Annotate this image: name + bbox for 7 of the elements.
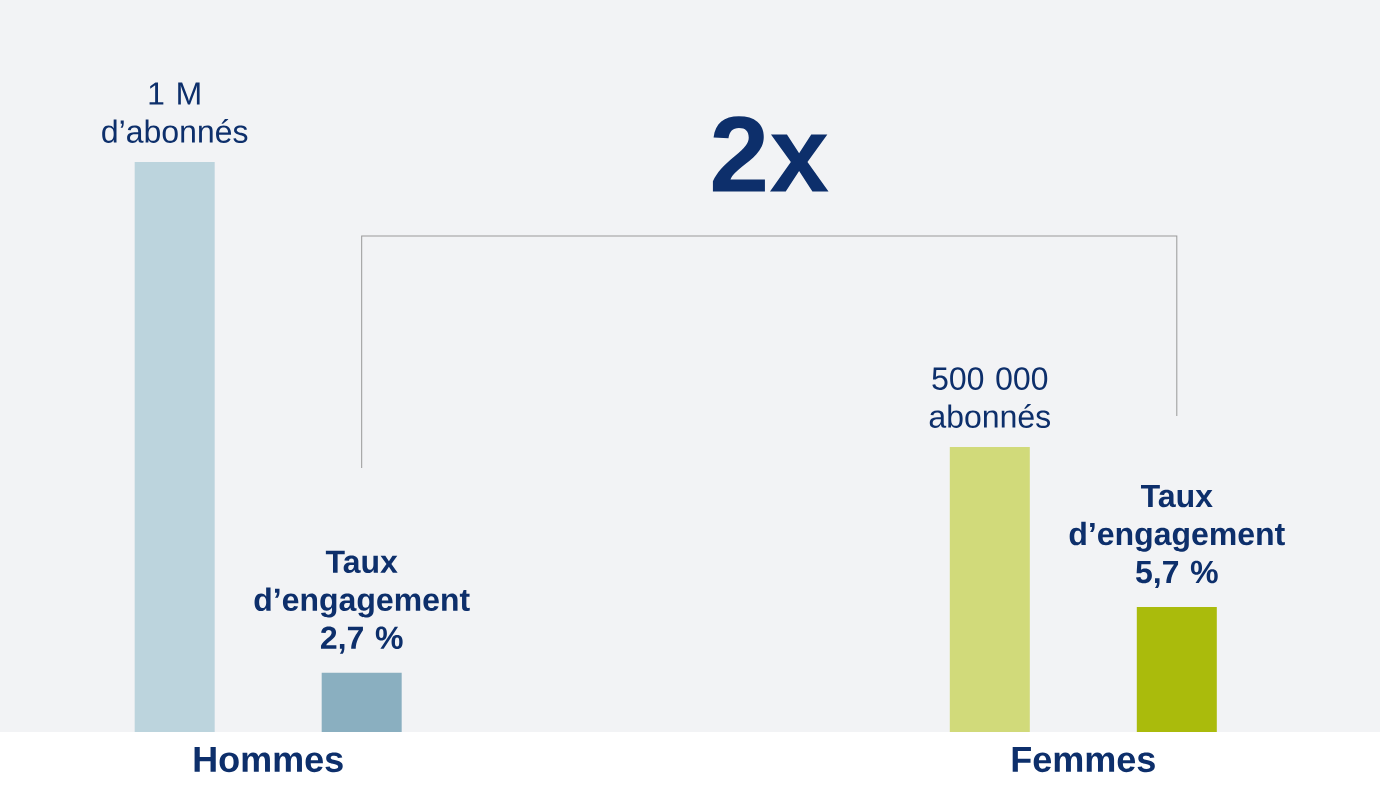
data-label: Taux d’engagement 2,7 % bbox=[254, 550, 470, 654]
x-tick-label: Hommes bbox=[194, 747, 343, 773]
data-label: Taux d’engagement 5,7 % bbox=[1069, 484, 1285, 588]
data-label: 1 M d’abonnés bbox=[102, 82, 248, 143]
x-tick-label: Femmes bbox=[1012, 747, 1155, 773]
data-label: 500 000 abonnés bbox=[929, 367, 1050, 428]
annotation: 2x bbox=[712, 116, 829, 192]
